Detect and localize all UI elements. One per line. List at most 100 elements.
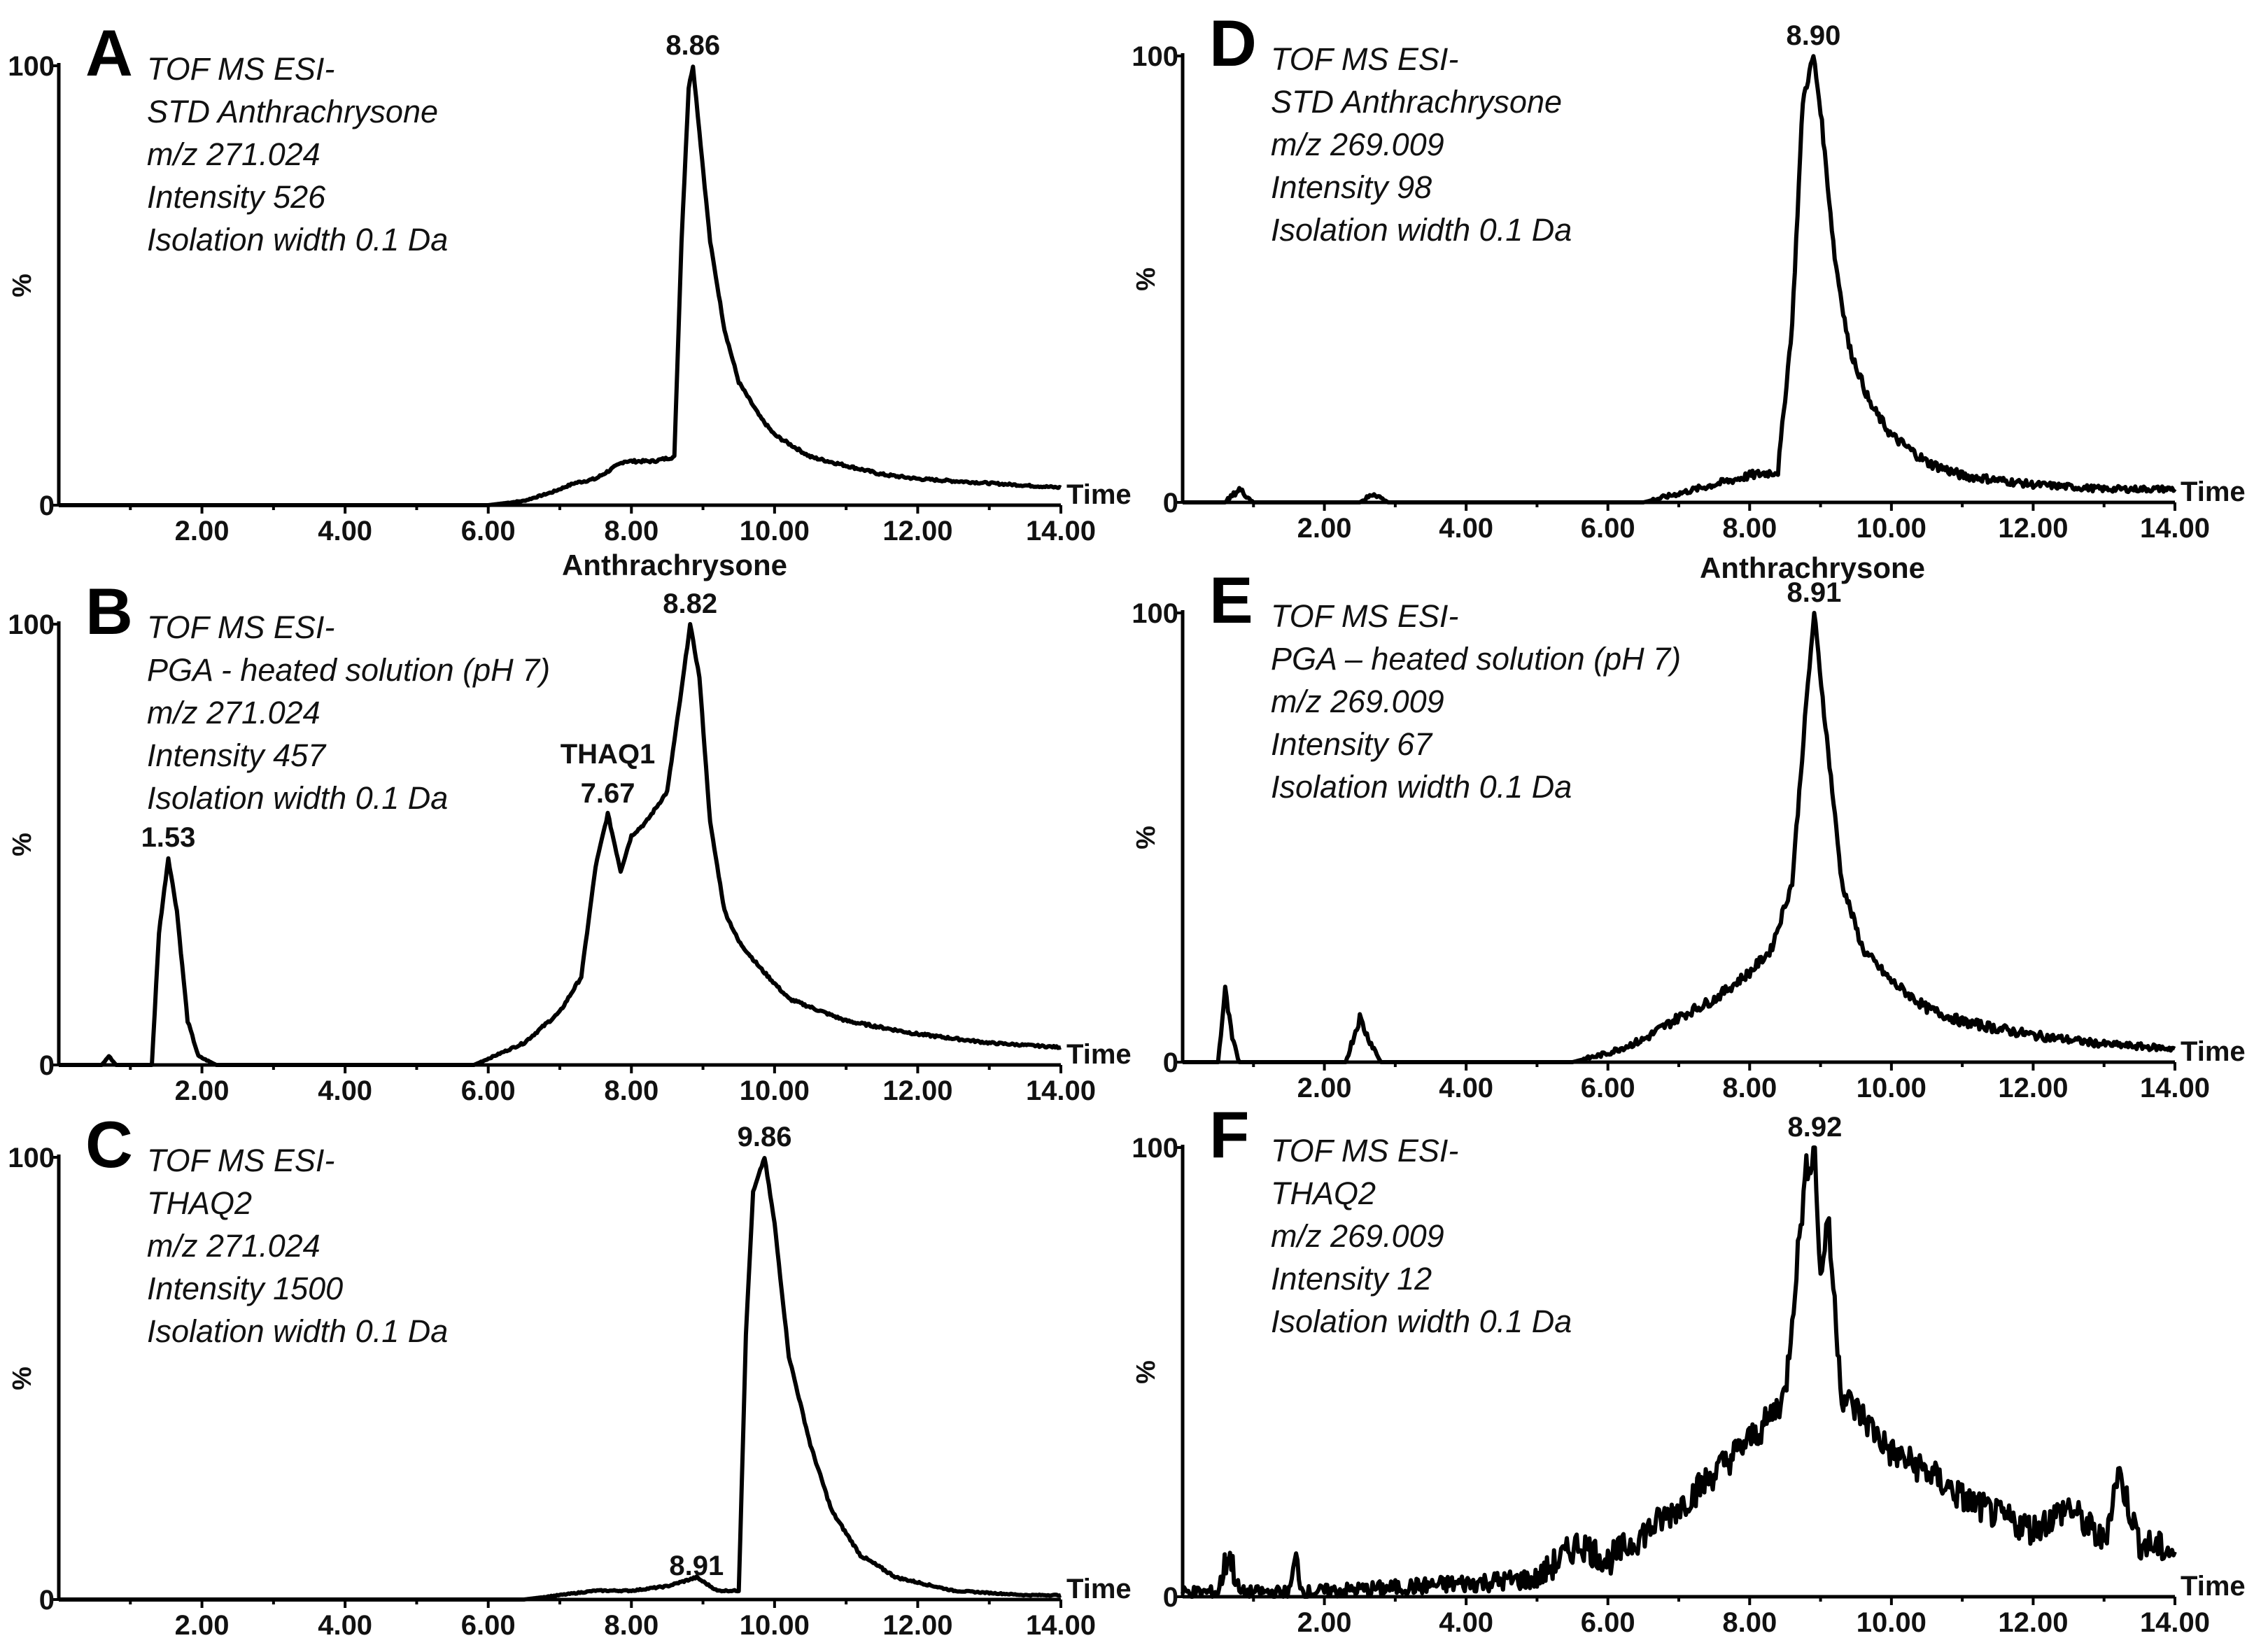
panel-letter: E [1209, 563, 1253, 637]
x-tick-label: 12.00 [1998, 1073, 2068, 1103]
info-line: THAQ2 [1271, 1176, 1376, 1211]
x-tick-label: 10.00 [1857, 513, 1927, 544]
chart-panel-f: 2.00 4.00 6.00 8.00 10.00 12.00 14.00 0 100% Time… [1132, 1098, 2246, 1638]
x-tick-label: 14.00 [1026, 1075, 1096, 1106]
info-line: Intensity 1500 [147, 1271, 343, 1306]
y-tick-label: 0 [1163, 1582, 1178, 1613]
info-line: Intensity 12 [1271, 1261, 1432, 1297]
info-line: TOF MS ESI- [1271, 1133, 1458, 1169]
panel-letter: D [1209, 6, 1257, 80]
info-line: STD Anthrachrysone [147, 94, 438, 129]
info-line: TOF MS ESI- [1271, 41, 1458, 77]
y-axis-label: % [1132, 826, 1161, 849]
panel-letter: A [85, 16, 133, 90]
x-tick-label: 6.00 [1581, 1607, 1635, 1638]
panel-letter: F [1209, 1098, 1249, 1171]
x-axis-label: Time [2181, 1571, 2246, 1602]
info-line: Isolation width 0.1 Da [1271, 769, 1572, 805]
info-line: Isolation width 0.1 Da [1271, 212, 1572, 248]
chromatogram-trace [58, 64, 1062, 507]
info-line: TOF MS ESI- [147, 609, 334, 645]
x-tick-label: 2.00 [175, 1610, 230, 1641]
peak-label: 7.67 [581, 778, 635, 809]
info-line: m/z 269.009 [1271, 1218, 1444, 1254]
x-tick-label: 8.00 [604, 1610, 658, 1641]
x-tick-label: 14.00 [2140, 1073, 2210, 1103]
x-tick-label: 12.00 [1998, 1607, 2068, 1638]
x-tick-label: 4.00 [318, 1075, 372, 1106]
x-tick-label: 8.00 [604, 516, 658, 546]
x-tick-label: 2.00 [175, 516, 230, 546]
info-line: TOF MS ESI- [1271, 598, 1458, 634]
x-tick-label: 14.00 [1026, 516, 1096, 546]
x-tick-label: 12.00 [1998, 513, 2068, 544]
chromatogram-trace [1182, 54, 2177, 504]
x-tick-label: 10.00 [1857, 1607, 1927, 1638]
peak-label: 1.53 [141, 822, 196, 853]
chart-panel-c: 2.00 4.00 6.00 8.00 10.00 12.00 14.00 0 100% Time… [8, 1108, 1132, 1641]
y-tick-label: 100 [1132, 1133, 1178, 1164]
panel-letter: B [85, 574, 133, 648]
y-axis-label: % [8, 833, 37, 856]
info-line: TOF MS ESI- [147, 1143, 334, 1178]
x-tick-label: 6.00 [461, 1610, 516, 1641]
peak-label: 8.92 [1788, 1112, 1843, 1143]
y-tick-label: 0 [39, 490, 55, 521]
peak-label: 9.86 [738, 1122, 792, 1152]
info-line: m/z 269.009 [1271, 684, 1444, 719]
y-tick-label: 0 [39, 1050, 55, 1081]
x-tick-label: 12.00 [882, 516, 952, 546]
y-tick-label: 0 [1163, 1047, 1178, 1078]
chart-panel-a: 2.00 4.00 6.00 8.00 10.00 12.00 14.00 0 100% Time… [8, 16, 1132, 546]
chart-panel-d: 2.00 4.00 6.00 8.00 10.00 12.00 14.00 0 100% Time… [1132, 6, 2246, 544]
x-tick-label: 6.00 [1581, 1073, 1635, 1103]
info-line: Isolation width 0.1 Da [147, 1313, 448, 1349]
peak-label: 8.82 [663, 588, 717, 619]
x-tick-label: 4.00 [318, 516, 372, 546]
x-tick-label: 8.00 [1722, 1607, 1777, 1638]
y-tick-label: 100 [8, 51, 55, 82]
x-tick-label: 12.00 [882, 1075, 952, 1106]
peak-label: 8.90 [1787, 20, 1841, 51]
peak-label: 8.91 [669, 1551, 724, 1581]
x-tick-label: 6.00 [461, 516, 516, 546]
x-tick-label: 14.00 [1026, 1610, 1096, 1641]
x-tick-label: 2.00 [1297, 513, 1352, 544]
chart-panel-b: 2.00 4.00 6.00 8.00 10.00 12.00 14.00 0 100% Time… [8, 574, 1132, 1106]
x-axis-label: Time [2181, 476, 2246, 507]
info-line: THAQ2 [147, 1185, 252, 1221]
peak-label: 8.86 [665, 30, 720, 61]
peak-label: THAQ1 [561, 739, 656, 770]
y-tick-label: 100 [8, 1143, 55, 1173]
peak-label: 8.91 [1787, 577, 1842, 608]
x-tick-label: 12.00 [882, 1610, 952, 1641]
x-tick-label: 14.00 [2140, 513, 2210, 544]
section-header-right: Anthrachrysone [1700, 551, 1925, 584]
info-line: Intensity 67 [1271, 726, 1433, 762]
x-tick-label: 4.00 [318, 1610, 372, 1641]
y-axis-label: % [8, 1367, 37, 1390]
chart-panel-e: 2.00 4.00 6.00 8.00 10.00 12.00 14.00 0 100% Time… [1132, 563, 2246, 1103]
x-tick-label: 8.00 [1722, 513, 1777, 544]
info-line: Isolation width 0.1 Da [147, 780, 448, 816]
info-line: TOF MS ESI- [147, 51, 334, 87]
x-tick-label: 6.00 [461, 1075, 516, 1106]
chromatogram-trace [58, 622, 1062, 1067]
info-line: Intensity 526 [147, 179, 326, 215]
y-tick-label: 100 [8, 609, 55, 640]
x-axis-label: Time [1066, 479, 1132, 510]
section-header-left: Anthrachrysone [562, 549, 787, 581]
x-axis-label: Time [1066, 1574, 1132, 1604]
chromatogram-trace [58, 1156, 1062, 1602]
info-line: STD Anthrachrysone [1271, 84, 1562, 120]
x-tick-label: 6.00 [1581, 513, 1635, 544]
y-tick-label: 100 [1132, 41, 1178, 72]
x-tick-label: 4.00 [1439, 513, 1493, 544]
x-tick-label: 10.00 [1857, 1073, 1927, 1103]
y-axis-label: % [1132, 267, 1161, 291]
x-tick-label: 2.00 [175, 1075, 230, 1106]
x-tick-label: 10.00 [740, 1075, 810, 1106]
y-axis-label: % [8, 274, 37, 297]
x-tick-label: 4.00 [1439, 1073, 1493, 1103]
